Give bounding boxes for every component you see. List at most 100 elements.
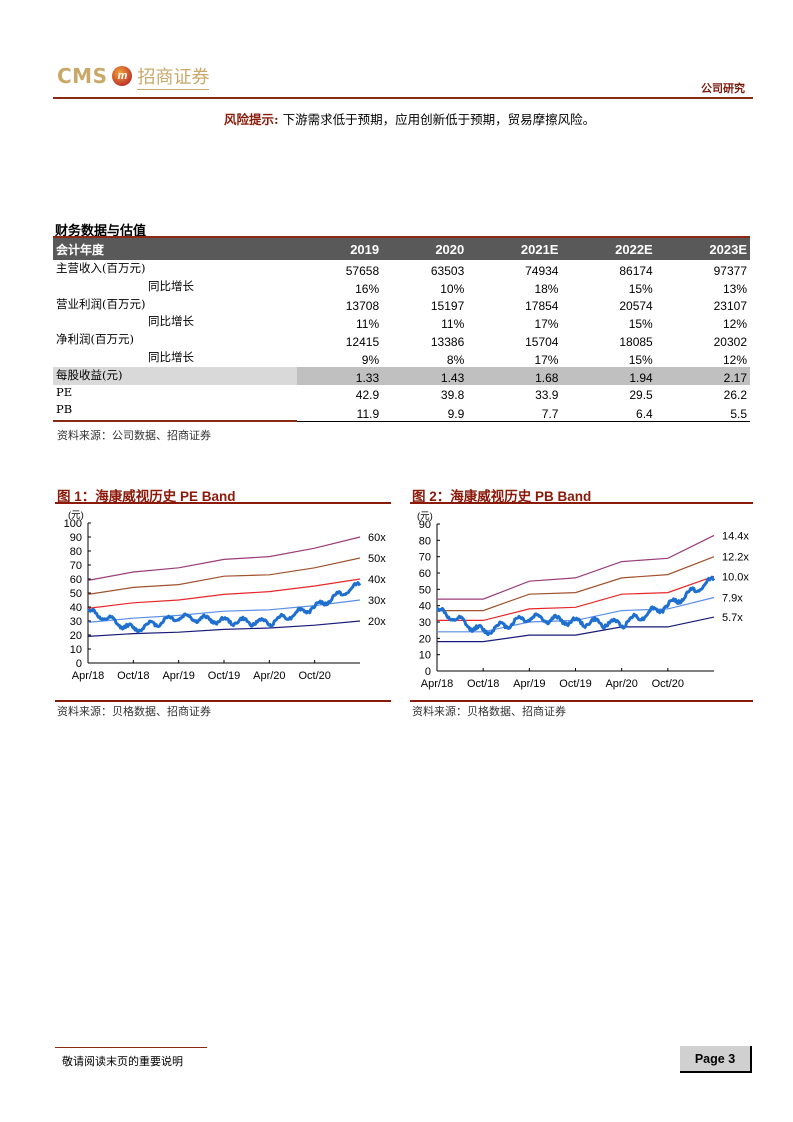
table-cell: 20574 [619, 299, 653, 314]
table-cell: 16% [355, 281, 380, 296]
x-tick-label: Apr/18 [421, 678, 453, 690]
x-tick-label: Apr/19 [162, 670, 194, 682]
chart2-source: 资料来源：贝格数据、招商证券 [412, 705, 566, 718]
table-cell: 17% [534, 352, 559, 367]
table-cell: 20302 [713, 334, 747, 349]
table-cell: 11.9 [297, 402, 383, 422]
table-cell: 18085 [619, 334, 653, 349]
table-cell: 9.9 [382, 402, 468, 422]
col-header: 2019 [350, 241, 380, 257]
band-line-12.2x [437, 556, 715, 612]
table-cell: 8% [446, 352, 465, 367]
y-tick-label: 0 [425, 666, 431, 678]
band-label: 40x [368, 574, 386, 586]
table-cell: 10% [440, 281, 465, 296]
y-tick-label: 50 [70, 588, 82, 600]
y-tick-label: 40 [419, 601, 431, 613]
row-label: 同比增长 [148, 349, 194, 364]
logo-latin: CMS [57, 64, 108, 88]
table-row: 营业利润(百万元) 13708 15197 17854 20574 23107 [53, 296, 750, 314]
table-cell: 26.2 [723, 388, 747, 403]
risk-text: 下游需求低于预期，应用创新低于预期，贸易摩擦风险。 [282, 112, 596, 127]
x-tick-label: Apr/18 [72, 670, 104, 682]
table-cell: 15% [628, 317, 653, 332]
x-tick-label: Apr/19 [513, 678, 545, 690]
table-cell: 57658 [345, 263, 380, 278]
x-tick-label: Oct/19 [208, 670, 240, 682]
x-tick-label: Oct/20 [298, 670, 330, 682]
table-row: PE 42.9 39.8 33.9 29.5 26.2 [53, 385, 750, 403]
table-cell: 9% [361, 352, 380, 367]
table-cell: 1.94 [561, 366, 656, 385]
col-header: 2021E [520, 241, 559, 257]
page-number: Page 3 [680, 1046, 752, 1073]
band-line-40x [87, 578, 361, 609]
band-label: 20x [368, 616, 386, 628]
band-label: 50x [368, 553, 386, 565]
y-tick-label: 30 [70, 616, 82, 628]
y-tick-label: 20 [70, 630, 82, 642]
band-label: 5.7x [722, 612, 743, 624]
table-cell: 5.5 [655, 402, 750, 422]
header-divider [53, 97, 753, 99]
y-tick-label: 60 [419, 568, 431, 580]
table-cell: 15197 [430, 299, 465, 314]
y-tick-label: 90 [70, 532, 82, 544]
band-label: 10.0x [722, 571, 749, 583]
table-cell: 33.9 [535, 388, 559, 403]
table-row: 同比增长 16% 10% 18% 15% 13% [53, 278, 750, 296]
table-cell: 12% [722, 352, 747, 367]
table-row: 每股收益(元) 1.33 1.43 1.68 1.94 2.17 [53, 366, 750, 385]
band-label: 12.2x [722, 552, 749, 564]
table-cell: 7.7 [467, 402, 562, 422]
x-tick-label: Oct/18 [467, 678, 499, 690]
band-line-20x [87, 620, 361, 637]
band-label: 30x [368, 595, 386, 607]
band-label: 60x [368, 532, 386, 544]
band-line-50x [87, 557, 361, 595]
pb-band-chart: (元) 0 10 20 30 40 50 60 70 80 90 Apr/18 Oct/18 Apr/19… [417, 511, 749, 690]
table-cell: 18% [534, 281, 559, 296]
row-label: 同比增长 [148, 314, 194, 329]
table-cell: 29.5 [629, 388, 653, 403]
section-label: 公司研究 [701, 82, 745, 95]
table-cell: 39.8 [440, 388, 465, 403]
table-row: PB 11.9 9.9 7.7 6.4 5.5 [53, 402, 750, 423]
logo-chinese: 招商证券 [137, 63, 210, 90]
col-header: 2023E [709, 241, 747, 257]
table-cell: 15% [628, 352, 653, 367]
table-cell: 2.17 [655, 366, 750, 385]
y-unit-label: (元) [68, 510, 84, 521]
chart2-bottom-rule [410, 700, 753, 702]
col-header: 2022E [615, 241, 653, 257]
y-tick-label: 10 [419, 650, 431, 662]
table-cell: 17% [534, 317, 559, 332]
table-cell: 63503 [430, 263, 465, 278]
cms-logo: CMS m 招商证券 [57, 62, 210, 90]
footer-divider [55, 1047, 207, 1048]
table-cell: 74934 [525, 263, 559, 278]
y-tick-label: 60 [70, 574, 82, 586]
table-cell: 15% [628, 281, 653, 296]
table-header-row: 会计年度 2019 2020 2021E 2022E 2023E [53, 237, 750, 260]
financial-table: 会计年度 2019 2020 2021E 2022E 2023E 主营收入(百万… [53, 236, 750, 423]
band-line-60x [87, 536, 361, 581]
y-tick-label: 100 [64, 518, 82, 530]
table-cell: 1.33 [297, 366, 383, 385]
table-cell: 13386 [430, 334, 465, 349]
row-label: PE [56, 384, 73, 399]
band-label: 14.4x [722, 530, 749, 542]
table-row: 净利润(百万元) 12415 13386 15704 18085 20302 [53, 331, 750, 349]
pe-band-chart: (元) 0 10 20 30 40 50 60 70 80 90 100 Apr/18 Oct/18 Apr… [64, 510, 387, 682]
chart2-title: 图 2：海康威视历史 PB Band [412, 489, 592, 504]
table-row: 同比增长 11% 11% 17% 15% 12% [53, 313, 750, 331]
logo-badge-icon: m [112, 66, 133, 86]
x-tick-label: Oct/19 [559, 678, 591, 690]
y-tick-label: 40 [70, 602, 82, 614]
table-source: 资料来源：公司数据、招商证券 [57, 429, 211, 442]
table-cell: 15704 [525, 334, 559, 349]
y-tick-label: 70 [70, 560, 82, 572]
col-header: 会计年度 [56, 242, 105, 257]
table-cell: 13708 [345, 299, 380, 314]
row-label: 净利润(百万元) [56, 332, 134, 347]
